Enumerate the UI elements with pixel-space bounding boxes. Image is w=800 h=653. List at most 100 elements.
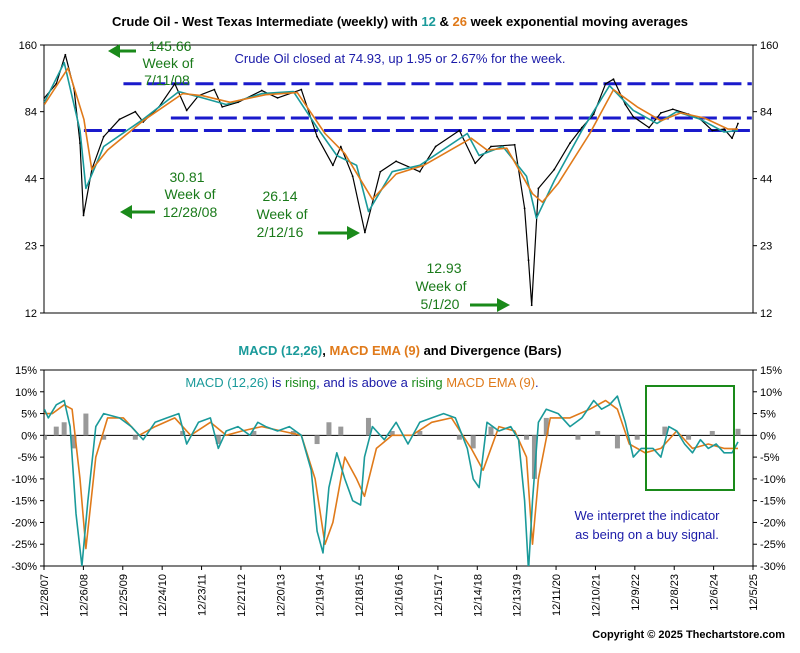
divergence-bar bbox=[531, 435, 537, 479]
divergence-bar bbox=[44, 435, 47, 440]
annotation-peak-value: 145.66 bbox=[149, 38, 192, 54]
price-point bbox=[118, 118, 121, 121]
annotation-low-2008: 30.81 Week of 12/28/08 bbox=[120, 169, 217, 220]
macd-y-tick-label-left: 5% bbox=[21, 409, 37, 421]
price-point bbox=[260, 89, 263, 92]
macd-y-tick-label-left: 10% bbox=[15, 387, 37, 399]
macd-series-group bbox=[44, 395, 741, 566]
price-point bbox=[173, 82, 176, 85]
divergence-bar bbox=[524, 435, 530, 440]
x-tick-label: 12/18/15 bbox=[354, 574, 366, 617]
divergence-bar bbox=[686, 435, 692, 440]
x-tick-label: 12/16/16 bbox=[394, 574, 406, 617]
macd-y-tick-label-right: 15% bbox=[760, 365, 782, 377]
divergence-bar bbox=[389, 430, 395, 436]
price-point bbox=[569, 142, 571, 144]
divergence-bar bbox=[735, 428, 741, 436]
x-tick-label: 12/9/22 bbox=[630, 574, 642, 611]
divergence-bar bbox=[365, 417, 371, 436]
x-tick-label: 12/10/21 bbox=[590, 574, 602, 617]
x-tick-label: 12/26/08 bbox=[78, 574, 90, 617]
macd-y-tick-label-right: -10% bbox=[760, 474, 786, 486]
macd-y-tick-label-right: -30% bbox=[760, 561, 786, 573]
x-tick-label: 12/8/23 bbox=[669, 574, 681, 611]
annotation-low2008-arrow-head bbox=[120, 205, 132, 219]
signal-note-line2: as being on a buy signal. bbox=[575, 527, 719, 542]
divergence-bar bbox=[456, 435, 462, 440]
price-point bbox=[458, 129, 461, 132]
annotation-peak-week: Week of bbox=[142, 55, 193, 71]
divergence-bar bbox=[83, 413, 89, 436]
divergence-bar bbox=[251, 430, 257, 436]
price-point bbox=[364, 231, 366, 234]
x-tick-label: 12/19/14 bbox=[315, 574, 327, 617]
signal-note-line1: We interpret the indicator bbox=[575, 508, 721, 523]
annotation-low-2016: 26.14 Week of 2/12/16 bbox=[256, 188, 360, 240]
price-point bbox=[671, 108, 674, 111]
price-point bbox=[134, 110, 137, 113]
annotation-peak-date: 7/11/08 bbox=[144, 72, 190, 88]
price-point bbox=[316, 135, 318, 138]
price-point bbox=[276, 96, 279, 99]
price-point bbox=[43, 96, 46, 99]
x-axis-ticks: 12/28/07 12/26/08 12/25/09 12/24/10 12/23/11… bbox=[39, 566, 760, 617]
price-point bbox=[612, 78, 615, 81]
price-point bbox=[530, 304, 533, 307]
macd-clipped-group bbox=[44, 395, 741, 566]
price-point bbox=[102, 135, 105, 138]
macd-y-tick-label-right: -20% bbox=[760, 517, 786, 529]
macd-y-tick-label-left: -25% bbox=[11, 539, 37, 551]
x-tick-label: 12/24/10 bbox=[157, 574, 169, 617]
macd-y-tick-label-left: -10% bbox=[11, 474, 37, 486]
annotation-low2020-arrow-head bbox=[497, 298, 510, 312]
macd-note: MACD (12,26) is rising, and is above a r… bbox=[185, 375, 538, 390]
macd-chart-title: MACD (12,26), MACD EMA (9) and Divergenc… bbox=[238, 343, 561, 358]
x-tick-label: 12/13/19 bbox=[512, 574, 524, 617]
annotation-low2008-week: Week of bbox=[164, 186, 215, 202]
price-point bbox=[213, 88, 216, 91]
macd-y-tick-label-right: 0% bbox=[760, 430, 776, 442]
annotation-low2020-week: Week of bbox=[415, 278, 466, 294]
divergence-bar bbox=[470, 435, 476, 449]
price-axis-ticks: 160 160 84 84 44 44 23 23 12 12 bbox=[19, 40, 779, 320]
divergence-bar bbox=[543, 417, 549, 436]
y-tick-label-left: 160 bbox=[19, 40, 37, 52]
divergence-bar bbox=[180, 430, 186, 436]
price-point bbox=[632, 115, 635, 118]
divergence-bar bbox=[132, 435, 138, 440]
price-point bbox=[351, 175, 354, 178]
price-point bbox=[490, 145, 492, 148]
annotation-low2020-value: 12.93 bbox=[426, 260, 461, 276]
price-point bbox=[624, 103, 627, 106]
x-tick-label: 12/25/09 bbox=[118, 574, 130, 617]
macd-y-tick-label-left: -30% bbox=[11, 561, 37, 573]
price-point bbox=[553, 168, 556, 171]
x-tick-label: 12/23/11 bbox=[197, 574, 209, 616]
divergence-bar bbox=[61, 422, 67, 436]
price-point bbox=[331, 164, 334, 167]
annotation-low2016-value: 26.14 bbox=[262, 188, 297, 204]
annotation-low2008-value: 30.81 bbox=[169, 169, 204, 185]
annotation-low2016-date: 2/12/16 bbox=[257, 224, 304, 240]
x-tick-label: 12/11/20 bbox=[551, 574, 563, 616]
macd-y-tick-label-left: -15% bbox=[11, 496, 37, 508]
divergence-bar bbox=[53, 426, 59, 436]
divergence-bar bbox=[634, 435, 640, 440]
price-point bbox=[660, 112, 662, 114]
divergence-bar bbox=[314, 435, 320, 445]
price-point bbox=[474, 162, 477, 165]
divergence-bar bbox=[575, 435, 581, 440]
macd-y-tick-label-right: 10% bbox=[760, 387, 782, 399]
macd-y-tick-label-right: -25% bbox=[760, 539, 786, 551]
y-tick-label-left: 23 bbox=[25, 241, 37, 253]
annotation-low2008-date: 12/28/08 bbox=[163, 204, 218, 220]
price-point bbox=[64, 53, 67, 56]
x-tick-label: 12/15/17 bbox=[433, 574, 445, 617]
macd-y-tick-label-right: 5% bbox=[760, 409, 776, 421]
highlight-box bbox=[645, 385, 735, 491]
divergence-bar bbox=[488, 426, 494, 436]
annotation-low2016-arrow-head bbox=[347, 226, 360, 240]
y-tick-label-right: 12 bbox=[760, 308, 772, 320]
price-chart-title: Crude Oil - West Texas Intermediate (wee… bbox=[112, 14, 688, 29]
annotation-low2016-week: Week of bbox=[256, 206, 307, 222]
